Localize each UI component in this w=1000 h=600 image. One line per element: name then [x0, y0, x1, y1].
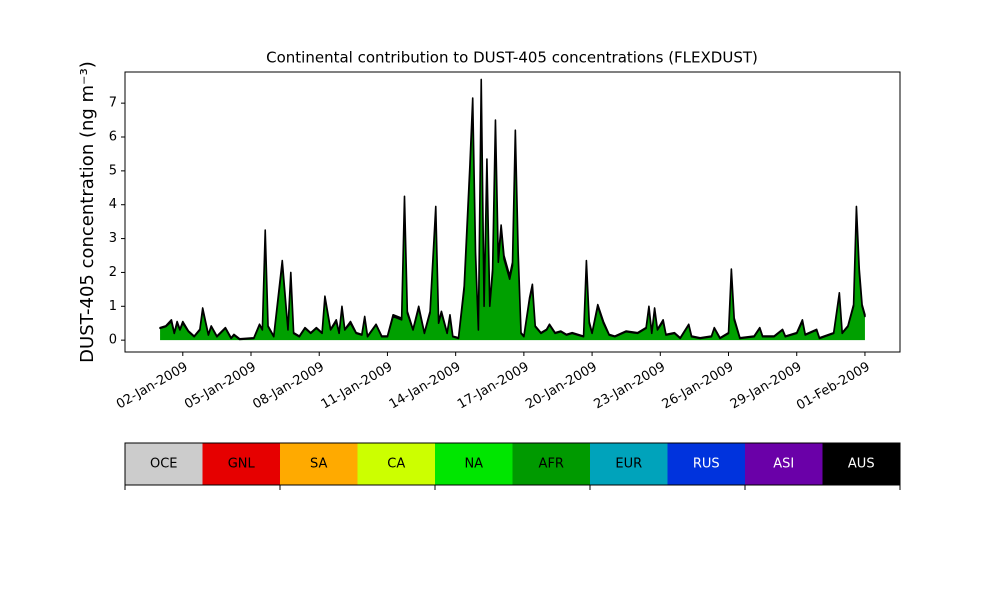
colorbar-cell: [435, 443, 513, 485]
colorbar-cell: [745, 443, 823, 485]
colorbar-label: AFR: [539, 457, 564, 472]
colorbar-label: GNL: [228, 457, 256, 472]
x-tick-label: 05-Jan-2009: [182, 360, 259, 413]
x-tick-label: 17-Jan-2009: [455, 360, 532, 413]
x-tick-label: 01-Feb-2009: [794, 360, 873, 414]
y-tick-label: 0: [109, 333, 117, 348]
colorbar-label: ASI: [773, 457, 794, 472]
x-tick-label: 11-Jan-2009: [319, 360, 396, 413]
y-axis-label: DUST-405 concentration (ng m⁻³): [77, 61, 98, 363]
colorbar-label: AUS: [848, 457, 875, 472]
y-tick-label: 4: [109, 197, 117, 212]
y-tick-label: 2: [109, 265, 117, 280]
colorbar-label: CA: [387, 457, 405, 472]
area: [160, 84, 865, 341]
colorbar-label: SA: [310, 457, 327, 472]
colorbar-label: OCE: [150, 457, 178, 472]
x-tick-label: 23-Jan-2009: [591, 360, 668, 413]
x-tick-label: 26-Jan-2009: [660, 360, 737, 413]
y-tick-label: 1: [109, 299, 117, 314]
colorbar-label: NA: [464, 457, 483, 472]
colorbar-cell: [202, 443, 280, 485]
colorbar-cell: [280, 443, 358, 485]
colorbar-label: EUR: [615, 457, 642, 472]
x-tick-label: 20-Jan-2009: [523, 360, 600, 413]
area: [159, 78, 866, 341]
x-tick-label: 02-Jan-2009: [114, 360, 191, 413]
y-tick-label: 6: [109, 130, 117, 145]
colorbar-cell: [357, 443, 435, 485]
chart-title: Continental contribution to DUST-405 con…: [266, 49, 758, 67]
colorbar-cell: [512, 443, 590, 485]
colorbar-cell: [125, 443, 203, 485]
y-tick-label: 3: [109, 231, 117, 246]
x-tick-label: 08-Jan-2009: [250, 360, 327, 413]
y-tick-label: 5: [109, 163, 117, 178]
x-tick-label: 14-Jan-2009: [387, 360, 464, 413]
x-tick-label: 29-Jan-2009: [728, 360, 805, 413]
plot-frame: [124, 71, 901, 353]
colorbar-frame: [124, 442, 901, 486]
colorbar-cell: [822, 443, 900, 485]
colorbar-cell: [590, 443, 668, 485]
colorbar-label: RUS: [693, 457, 720, 472]
y-tick-label: 7: [109, 96, 117, 111]
colorbar-cell: [667, 443, 745, 485]
